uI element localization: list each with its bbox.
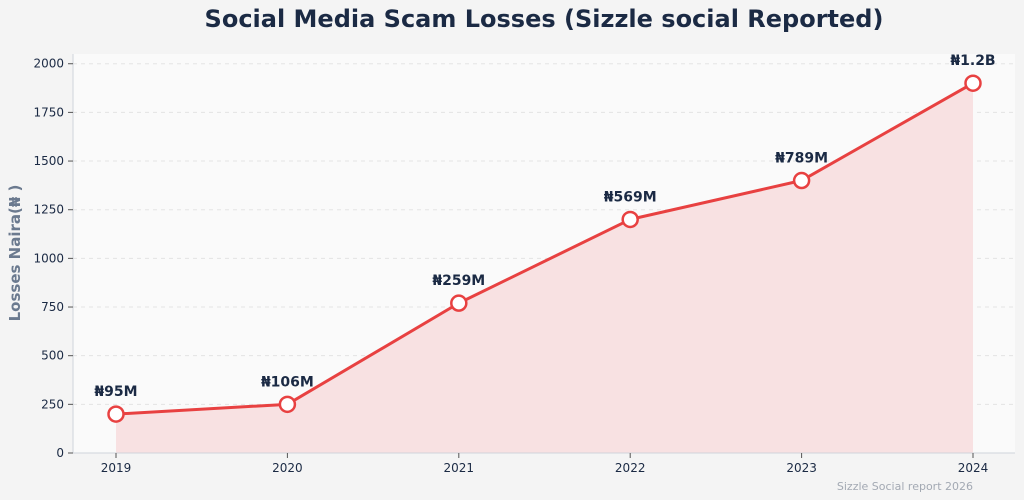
y-tick-label: 1000 [33, 251, 64, 265]
y-tick-label: 2000 [33, 57, 64, 71]
y-tick-label: 250 [41, 397, 64, 411]
data-label: ₦1.2B [950, 53, 995, 69]
y-tick-label: 1500 [33, 154, 64, 168]
data-label: ₦789M [775, 151, 828, 167]
data-point [278, 395, 297, 414]
data-point [621, 210, 639, 229]
data-label: ₦106M [261, 374, 314, 390]
data-point [107, 405, 125, 423]
x-tick-label: 2024 [958, 461, 989, 475]
y-tick-label: 0 [56, 446, 64, 460]
source-footnote: Sizzle Social report 2026 [837, 480, 973, 493]
series-area-fill [116, 83, 973, 453]
y-axis-label: Losses Naira(₦ ) [6, 185, 24, 322]
data-label: ₦95M [94, 384, 137, 400]
x-tick-label: 2023 [786, 461, 817, 475]
y-tick-label: 1250 [33, 203, 64, 217]
y-tick-label: 500 [41, 349, 64, 363]
x-axis-ticks: 2019 2020 2021 2022 2023 2024 [101, 453, 989, 475]
y-tick-label: 1750 [33, 105, 64, 119]
data-point [450, 294, 468, 312]
data-label: ₦569M [604, 189, 657, 205]
x-tick-label: 2019 [101, 461, 132, 475]
x-tick-label: 2022 [615, 461, 646, 475]
data-labels: ₦95M ₦106M ₦259M ₦569M ₦789M ₦1.2B [94, 53, 995, 400]
chart-title: Social Media Scam Losses (Sizzle social … [205, 5, 884, 33]
y-tick-label: 750 [41, 300, 64, 314]
data-point [792, 171, 811, 190]
x-tick-label: 2020 [272, 461, 303, 475]
data-point [964, 74, 982, 92]
x-tick-label: 2021 [444, 461, 475, 475]
series-line [115, 81, 974, 416]
y-axis-ticks: 0 250 500 750 1000 1250 1500 1750 2000 [33, 57, 73, 460]
data-label: ₦259M [432, 273, 485, 289]
series-markers [107, 74, 982, 423]
